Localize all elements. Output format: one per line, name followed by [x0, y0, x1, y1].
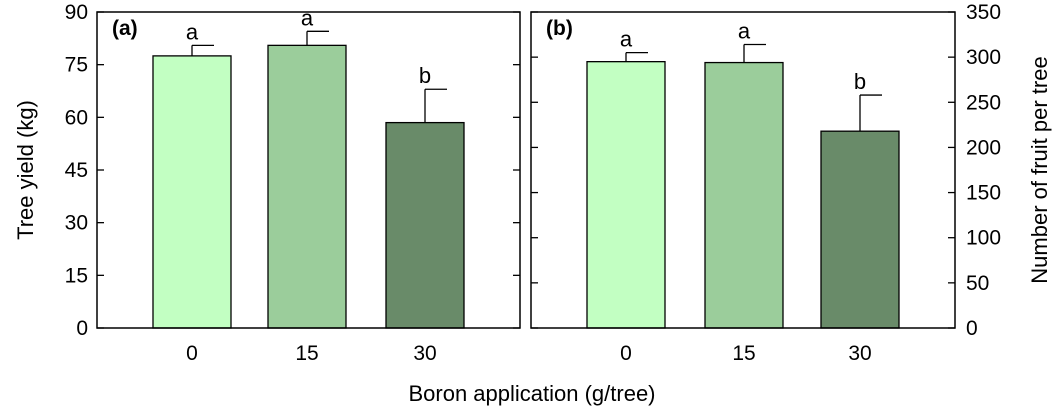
error-bar-15 — [743, 43, 766, 63]
y-tick-label: 75 — [65, 54, 88, 77]
bar-0 — [586, 61, 666, 329]
bar-30 — [820, 130, 900, 329]
y-tick-label: 30 — [65, 212, 88, 235]
y-tick-label: 200 — [966, 136, 1001, 159]
y-axis-label: Number of fruit per tree — [1027, 56, 1052, 283]
x-axis-label: Boron application (g/tree) — [408, 381, 655, 406]
bar-0 — [152, 55, 232, 329]
y-tick-label: 0 — [966, 317, 978, 340]
significance-letter: b — [854, 69, 866, 94]
y-tick-label: 100 — [966, 227, 1001, 250]
x-tick-label: 0 — [186, 342, 198, 365]
significance-letter: b — [419, 63, 431, 88]
y-tick-label: 0 — [76, 317, 88, 340]
bar-15 — [704, 61, 784, 329]
y-tick-label: 45 — [65, 159, 88, 182]
significance-letter: a — [738, 19, 751, 44]
error-bar-0 — [625, 51, 648, 62]
x-tick-label: 15 — [295, 342, 318, 365]
y-tick-label: 15 — [65, 264, 88, 287]
x-tick-label: 0 — [620, 342, 632, 365]
panel-label: (a) — [112, 17, 138, 40]
y-tick-label: 50 — [966, 272, 989, 295]
y-tick-label: 90 — [65, 1, 88, 24]
x-tick-label: 30 — [413, 342, 436, 365]
plot-frame — [530, 11, 956, 329]
panel-a: a 0 a 15 b 30 0 15 30 45 60 75 90 (a) Tree yield (kg) — [13, 1, 521, 365]
y-tick-label: 60 — [65, 106, 88, 129]
x-tick-label: 30 — [848, 342, 871, 365]
significance-letter: a — [301, 5, 314, 30]
bar-30 — [385, 121, 465, 329]
y-tick-label: 350 — [966, 1, 1001, 24]
y-tick-label: 300 — [966, 46, 1001, 69]
panel-label: (b) — [546, 17, 573, 40]
error-bar-15 — [306, 30, 329, 46]
error-bar-30 — [859, 94, 882, 132]
y-tick-label: 250 — [966, 91, 1001, 114]
significance-letter: a — [620, 27, 633, 52]
x-tick-label: 15 — [732, 342, 755, 365]
bar-15 — [267, 44, 347, 329]
error-bar-0 — [191, 44, 214, 56]
significance-letter: a — [186, 19, 199, 44]
error-bar-30 — [424, 88, 447, 123]
y-axis-label: Tree yield (kg) — [13, 100, 38, 240]
y-tick-label: 150 — [966, 182, 1001, 205]
